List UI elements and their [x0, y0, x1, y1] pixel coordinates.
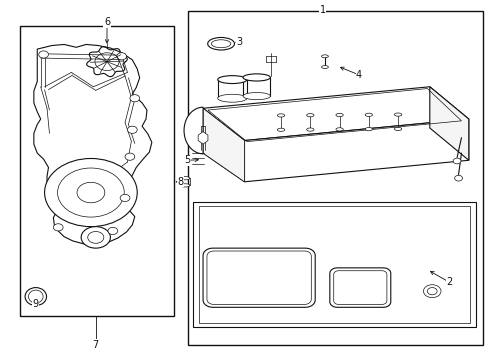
Circle shape	[108, 227, 118, 234]
Circle shape	[127, 126, 137, 134]
Text: 8: 8	[177, 177, 183, 187]
Ellipse shape	[321, 55, 328, 58]
Polygon shape	[198, 132, 207, 144]
Polygon shape	[183, 107, 203, 154]
Ellipse shape	[243, 74, 270, 81]
Circle shape	[130, 95, 140, 102]
Ellipse shape	[180, 184, 189, 187]
Polygon shape	[329, 268, 390, 307]
Text: 7: 7	[92, 340, 99, 350]
Text: 6: 6	[104, 17, 110, 27]
Ellipse shape	[306, 128, 313, 131]
Text: 9: 9	[33, 299, 39, 309]
Polygon shape	[244, 119, 468, 182]
Text: 5: 5	[184, 155, 190, 165]
Circle shape	[77, 182, 104, 203]
Ellipse shape	[217, 76, 246, 84]
Ellipse shape	[217, 94, 246, 102]
Text: 1: 1	[319, 5, 325, 15]
Circle shape	[423, 285, 440, 298]
Text: 3: 3	[236, 37, 242, 47]
Circle shape	[125, 153, 135, 160]
Circle shape	[452, 158, 460, 164]
Circle shape	[454, 175, 462, 181]
Ellipse shape	[394, 113, 401, 116]
Bar	[188, 12, 483, 345]
Polygon shape	[203, 248, 315, 307]
Ellipse shape	[365, 113, 372, 116]
Ellipse shape	[365, 127, 372, 131]
Circle shape	[120, 194, 130, 202]
Circle shape	[81, 226, 110, 248]
Bar	[20, 26, 173, 316]
Circle shape	[44, 158, 137, 226]
Ellipse shape	[243, 93, 270, 100]
Text: 2: 2	[445, 277, 451, 287]
Circle shape	[53, 224, 63, 231]
Polygon shape	[193, 202, 475, 327]
Ellipse shape	[277, 128, 284, 131]
Ellipse shape	[277, 114, 284, 117]
Circle shape	[39, 51, 48, 58]
Ellipse shape	[306, 114, 313, 117]
Polygon shape	[203, 108, 244, 182]
Polygon shape	[34, 44, 152, 244]
Text: 4: 4	[355, 70, 362, 80]
Ellipse shape	[335, 113, 343, 117]
Ellipse shape	[335, 128, 343, 131]
Circle shape	[117, 53, 126, 60]
Ellipse shape	[321, 66, 328, 68]
Ellipse shape	[394, 127, 401, 131]
Polygon shape	[203, 87, 468, 140]
Ellipse shape	[180, 177, 189, 180]
Polygon shape	[203, 108, 244, 182]
Polygon shape	[429, 87, 468, 160]
